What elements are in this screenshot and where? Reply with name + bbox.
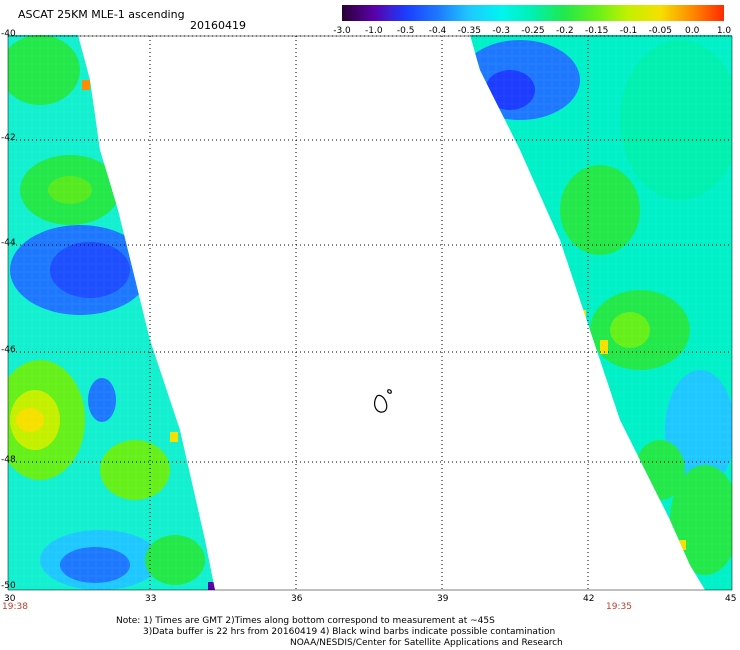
colorbar-label: 1.0 [716,26,732,36]
x-tick: 42 [583,594,595,604]
colorbar [342,5,724,21]
x-tick: 45 [725,594,737,604]
y-tick: -48 [1,455,16,465]
x-tick: 33 [145,594,157,604]
note-line-3: NOAA/NESDIS/Center for Satellite Applica… [290,638,563,648]
colorbar-label: -3.0 [333,26,351,36]
island-outline [374,389,392,413]
y-tick: -44 [1,238,16,248]
y-tick: -40 [1,29,16,39]
colorbar-label: -0.4 [428,26,447,36]
colorbar-label: -0.35 [457,26,481,36]
note-line-1: Note: 1) Times are GMT 2)Times along bot… [116,616,495,626]
colorbar-label: -0.3 [492,26,510,36]
colorbar-label: 0.0 [684,26,700,36]
map-frame [7,35,733,591]
right-swath [470,35,732,590]
colorbar-label: -0.1 [619,26,638,36]
note-line-2: 3)Data buffer is 22 hrs from 20160419 4)… [143,627,556,637]
map-title: ASCAT 25KM MLE-1 ascending [18,8,185,21]
map-date: 20160419 [190,19,246,32]
x-tick: 30 [4,594,16,604]
left-swath [8,35,215,590]
colorbar-label: -0.2 [556,26,574,36]
colorbar-label: -1.0 [365,26,383,36]
time-left: 19:38 [2,602,28,612]
colorbar-label: -0.5 [396,26,415,36]
colorbar-label: -0.15 [585,26,609,36]
y-tick: -50 [1,581,16,591]
x-tick: 39 [437,594,449,604]
x-tick: 36 [291,594,303,604]
time-right: 19:35 [606,602,632,612]
y-tick: -42 [1,133,16,143]
colorbar-label: -0.05 [648,26,672,36]
y-tick: -46 [1,345,16,355]
colorbar-label: -0.25 [521,26,545,36]
